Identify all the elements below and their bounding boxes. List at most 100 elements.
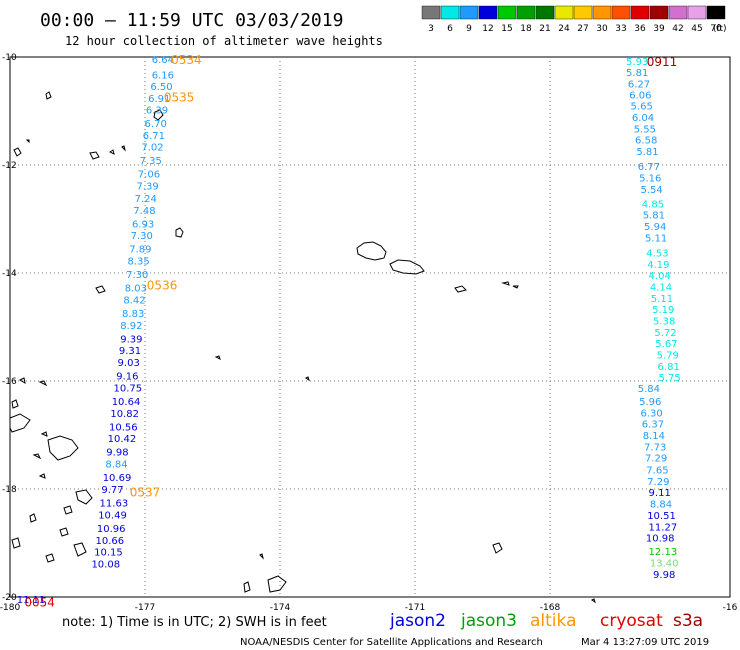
footer-note: note: 1) Time is in UTC; 2) SWH is in fe… xyxy=(62,615,327,630)
wave-height-value: 12.13 xyxy=(649,547,678,558)
wave-height-value: 4.19 xyxy=(647,260,669,271)
satellite-name: altika xyxy=(530,611,577,631)
legend-swatch xyxy=(668,5,688,20)
wave-height-value: 9.31 xyxy=(119,346,141,357)
wave-height-value: 5.65 xyxy=(631,102,653,113)
wave-height-value: 10.51 xyxy=(647,511,676,522)
wave-height-value: 9.77 xyxy=(101,485,123,496)
legend-label: 70 xyxy=(710,24,722,34)
lat-lon-grid xyxy=(10,57,730,597)
legend-unit: (ft) xyxy=(713,24,727,34)
wave-height-value: 5.94 xyxy=(644,222,666,233)
wave-height-value: 9.98 xyxy=(106,448,128,459)
wave-height-value: 8.35 xyxy=(127,257,149,268)
wave-height-value: 7.06 xyxy=(138,170,160,181)
legend-label: 12 xyxy=(482,24,493,34)
wave-height-value: 13.40 xyxy=(650,558,679,569)
wave-height-value: 5.81 xyxy=(636,147,658,158)
y-tick-label: -20 xyxy=(2,593,17,603)
wave-height-value: 7.30 xyxy=(131,231,153,242)
wave-height-value: 5.81 xyxy=(626,68,648,79)
wave-height-value: 7.35 xyxy=(140,156,162,167)
legend-swatch xyxy=(573,5,593,20)
latitude-ticks: -10 -12 -14 -16 -18 -20 xyxy=(2,53,17,603)
wave-height-value: 8.03 xyxy=(125,284,147,295)
map-subtitle: 12 hour collection of altimeter wave hei… xyxy=(65,34,383,48)
wave-height-value: 5.79 xyxy=(657,351,679,362)
wave-height-value: 7.30 xyxy=(126,270,148,281)
wave-height-value: 5.67 xyxy=(655,339,677,350)
y-tick-label: -10 xyxy=(2,53,17,63)
wave-height-value: 5.55 xyxy=(634,124,656,135)
wave-height-value: 10.66 xyxy=(96,536,125,547)
wave-height-value: 6.93 xyxy=(132,219,154,230)
wave-height-value: 4.85 xyxy=(642,199,664,210)
wave-height-value: 9.98 xyxy=(653,570,675,581)
wave-height-value: 5.75 xyxy=(658,373,680,384)
wave-height-value: 8.83 xyxy=(122,309,144,320)
wave-height-legend: 3 6 9 12 15 18 21 24 27 30 33 36 39 42 45 70 xyxy=(421,5,726,34)
wave-height-value: 10.64 xyxy=(112,397,141,408)
legend-label: 30 xyxy=(596,24,608,34)
legend-swatch xyxy=(554,5,574,20)
altimeter-track-right: 5.935.816.276.065.656.045.556.585.816.77… xyxy=(626,57,681,581)
altimeter-track-left: 6.64 6.166.506.916.39 6.706.717.02 7.35 7.06… xyxy=(17,55,174,606)
x-tick-label: -177 xyxy=(135,603,155,613)
wave-height-value: 5.81 xyxy=(643,211,665,222)
wave-height-value: 10.75 xyxy=(114,383,143,394)
legend-label: 36 xyxy=(634,24,646,34)
x-tick-label: -180 xyxy=(0,603,20,613)
wave-height-value: 11.11 xyxy=(17,595,46,606)
wave-height-value: 8.14 xyxy=(643,431,665,442)
wave-height-value: 10.82 xyxy=(110,409,139,420)
wave-height-value: 6.58 xyxy=(635,136,657,147)
legend-swatch xyxy=(649,5,669,20)
wave-height-value: 5.16 xyxy=(639,173,661,184)
y-tick-label: -18 xyxy=(2,485,17,495)
wave-height-value: 5.11 xyxy=(645,233,667,244)
wave-height-value: 8.42 xyxy=(123,295,145,306)
satellite-legend: jason2 jason3 altika cryosat s3a xyxy=(389,611,703,631)
wave-height-value: 5.38 xyxy=(653,317,675,328)
x-tick-label: -168 xyxy=(540,603,561,613)
legend-label: 3 xyxy=(428,24,434,34)
legend-label: 42 xyxy=(672,24,683,34)
legend-swatch xyxy=(516,5,536,20)
wave-height-value: 7.29 xyxy=(647,477,669,488)
y-tick-label: -16 xyxy=(2,377,17,387)
legend-label: 45 xyxy=(691,24,702,34)
legend-swatch xyxy=(421,5,441,20)
legend-label: 9 xyxy=(466,24,472,34)
wave-height-value: 7.02 xyxy=(141,143,163,154)
pass-time-label: 0536 xyxy=(147,278,178,292)
pass-time-label: 0537 xyxy=(130,486,161,500)
legend-label: 15 xyxy=(501,24,512,34)
wave-height-value: 10.08 xyxy=(91,560,120,571)
wave-height-value: 5.54 xyxy=(640,185,662,196)
legend-label: 6 xyxy=(447,24,453,34)
y-tick-label: -12 xyxy=(2,161,17,171)
wave-height-value: 7.65 xyxy=(646,466,668,477)
wave-height-value: 11.63 xyxy=(100,499,129,510)
wave-height-value: 9.39 xyxy=(120,334,142,345)
wave-height-value: 10.56 xyxy=(109,422,138,433)
legend-swatch xyxy=(630,5,650,20)
wave-height-value: 5.72 xyxy=(654,328,676,339)
wave-height-value: 7.24 xyxy=(135,194,157,205)
legend-label: 18 xyxy=(520,24,532,34)
satellite-name: jason2 xyxy=(389,611,446,631)
legend-swatch xyxy=(592,5,612,20)
satellite-name: s3a xyxy=(673,611,703,631)
wave-height-value: 5.96 xyxy=(639,397,661,408)
wave-height-value: 5.19 xyxy=(652,305,674,316)
legend-label: 27 xyxy=(577,24,588,34)
wave-height-value: 5.84 xyxy=(638,384,660,395)
wave-height-value: 10.69 xyxy=(103,473,132,484)
legend-swatch xyxy=(459,5,479,20)
wave-height-value: 6.16 xyxy=(152,70,174,81)
longitude-ticks: -180 -177 -174 -171 -168 -16 xyxy=(0,603,738,613)
legend-swatch xyxy=(497,5,517,20)
wave-height-value: 5.93 xyxy=(626,57,648,68)
wave-height-value: 10.15 xyxy=(94,548,123,559)
legend-swatch xyxy=(611,5,631,20)
